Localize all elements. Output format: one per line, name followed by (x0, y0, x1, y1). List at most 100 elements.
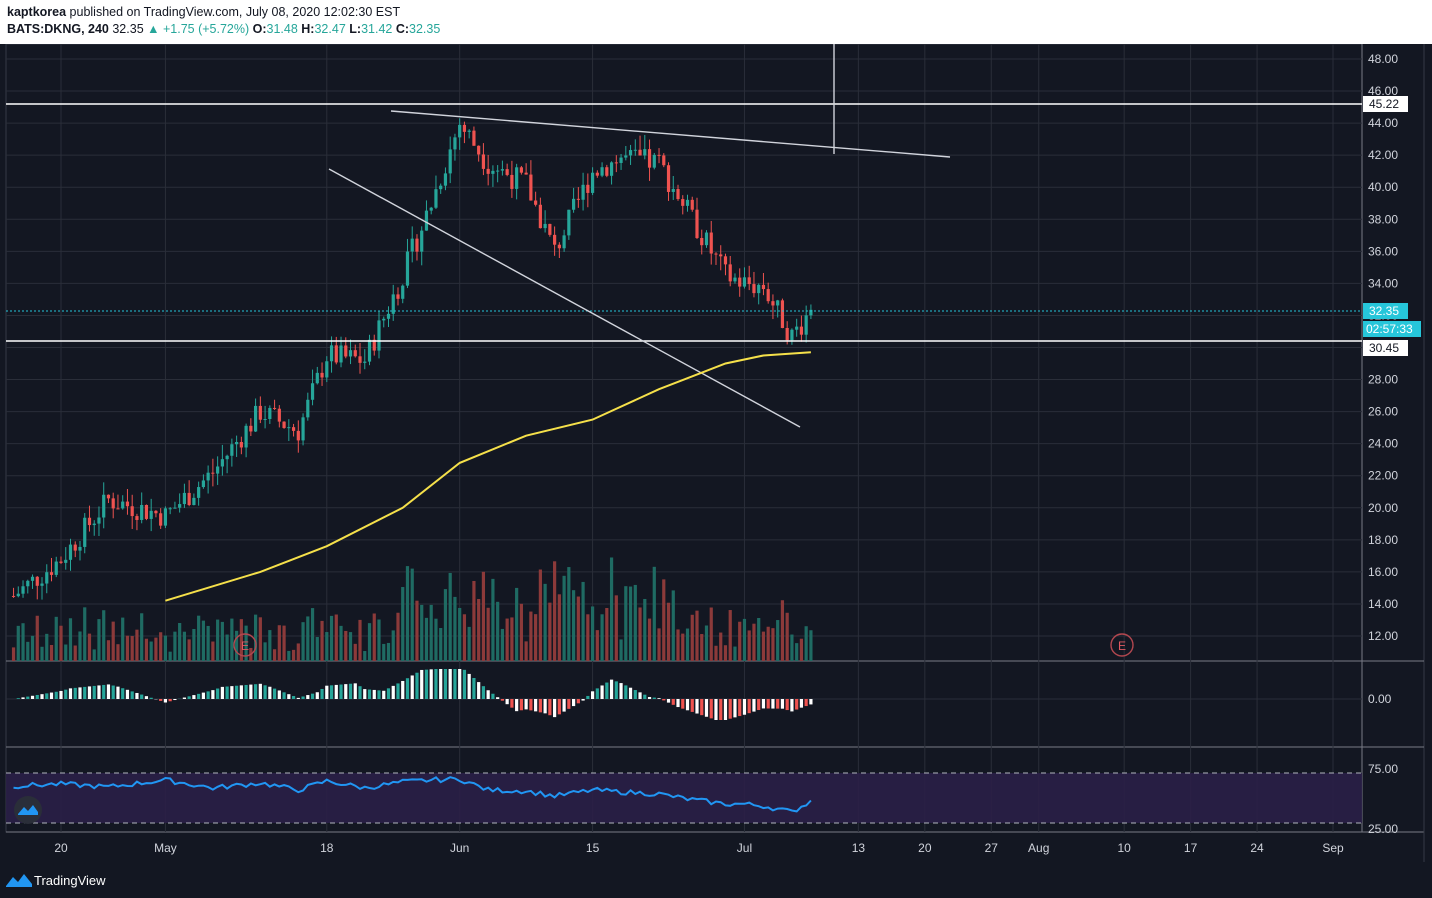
volume-bar (363, 651, 367, 661)
macd-bar (68, 688, 73, 699)
volume-bar (510, 617, 514, 661)
candle-body (30, 576, 35, 581)
macd-bar (590, 691, 595, 699)
macd-bar (291, 696, 296, 699)
volume-bar (391, 630, 395, 661)
candle-body (524, 172, 528, 175)
symbol-label[interactable]: BATS:DKNG, 240 (7, 22, 109, 36)
macd-bar (97, 685, 101, 699)
candle-body (16, 593, 20, 597)
candle-body (723, 256, 728, 265)
time-tick-label: Jul (737, 841, 752, 855)
candle-body (757, 284, 761, 294)
support-tag-bg (1363, 340, 1408, 356)
volume-bar (197, 615, 201, 661)
candle-body (410, 238, 414, 252)
volume-bar (225, 634, 229, 661)
price-change: ▲ +1.75 (+5.72%) (147, 22, 250, 36)
macd-bar (524, 699, 528, 710)
candle-body (367, 339, 372, 362)
candle-body (695, 209, 699, 238)
macd-bar (249, 684, 253, 699)
time-axis[interactable]: 20 May 18 Jun 15 Jul 13 20 27 Aug 10 17 24 Sep (54, 841, 1344, 855)
macd-bar (220, 686, 224, 699)
macd-bar (159, 699, 163, 701)
macd-bar (268, 686, 272, 699)
volume-bar (624, 586, 628, 661)
volume-bar (605, 608, 609, 661)
macd-bar (144, 696, 149, 699)
volume-bar (54, 616, 58, 661)
candle-body (306, 399, 310, 418)
volume-bar (410, 568, 414, 661)
candle-body (657, 154, 661, 156)
candle-body (54, 561, 58, 575)
volume-bar (73, 645, 77, 661)
close-label: C: (395, 22, 410, 36)
chart-area[interactable]: E E 48.00 46.00 44.00 42.00 40.00 38.00 36.00 3… (0, 43, 1432, 862)
macd-bar (780, 699, 785, 709)
time-tick-label: May (154, 841, 177, 855)
price-tick-label: 34.00 (1368, 276, 1398, 290)
chart-svg[interactable]: E E 48.00 46.00 44.00 42.00 40.00 38.00 36.00 3… (0, 43, 1432, 862)
candle-body (780, 300, 785, 328)
macd-bar (64, 689, 68, 699)
candle-body (719, 254, 723, 257)
macd-bar (462, 669, 467, 699)
volume-bar (329, 615, 334, 661)
volume-bar (647, 618, 652, 661)
volume-bar (220, 621, 224, 661)
price-tick-label: 38.00 (1368, 212, 1398, 226)
volume-bar (135, 629, 139, 661)
candle-body (666, 165, 671, 192)
candle-body (178, 504, 182, 508)
volume-bar (434, 618, 438, 661)
macd-bar (102, 684, 106, 699)
earnings-marker-2[interactable]: E (1110, 633, 1134, 657)
tradingview-logo-icon[interactable] (6, 872, 32, 888)
candle-body (111, 498, 115, 509)
volume-bar (477, 599, 481, 661)
earnings-marker-1[interactable]: E (233, 633, 257, 657)
lower-trendline[interactable] (328, 168, 801, 428)
tradingview-brand[interactable]: TradingView (34, 873, 106, 888)
candle-body (529, 174, 533, 201)
price-tick-label: 44.00 (1368, 116, 1398, 130)
macd-bar (742, 699, 747, 715)
author-name[interactable]: kaptkorea (7, 5, 67, 19)
volume-bar (500, 628, 505, 661)
candle-body (633, 149, 637, 151)
candle-body (543, 223, 547, 229)
grid-lines (6, 44, 1362, 832)
candle-body (804, 315, 808, 335)
candle-body (358, 356, 362, 363)
macd-bar (415, 672, 419, 699)
macd-bar (420, 669, 424, 699)
macd-bar (78, 687, 82, 699)
upper-trendline[interactable] (390, 110, 951, 158)
candle-body (472, 130, 476, 146)
candle-body (301, 417, 305, 441)
candle-body (130, 506, 134, 517)
macd-bar (125, 689, 130, 699)
macd-bar (515, 699, 519, 712)
volume-bar (159, 632, 163, 661)
volume-bar (315, 637, 319, 661)
volume-bar (377, 619, 381, 661)
candle-body (738, 277, 742, 287)
volume-bar (543, 583, 547, 661)
price-tick-label: 22.00 (1368, 469, 1398, 483)
macd-bar (130, 691, 134, 699)
candle-body (235, 442, 239, 445)
macd-bar (576, 699, 580, 704)
candle-body (624, 155, 628, 158)
candle-body (21, 586, 25, 594)
macd-bar (481, 686, 486, 699)
macd-bar (790, 699, 794, 712)
macd-bar (87, 686, 92, 699)
macd-bar (258, 683, 262, 699)
macd-bar (372, 689, 376, 699)
candle-body (685, 199, 690, 206)
volume-bar (372, 613, 376, 661)
volume-bar (187, 639, 191, 661)
